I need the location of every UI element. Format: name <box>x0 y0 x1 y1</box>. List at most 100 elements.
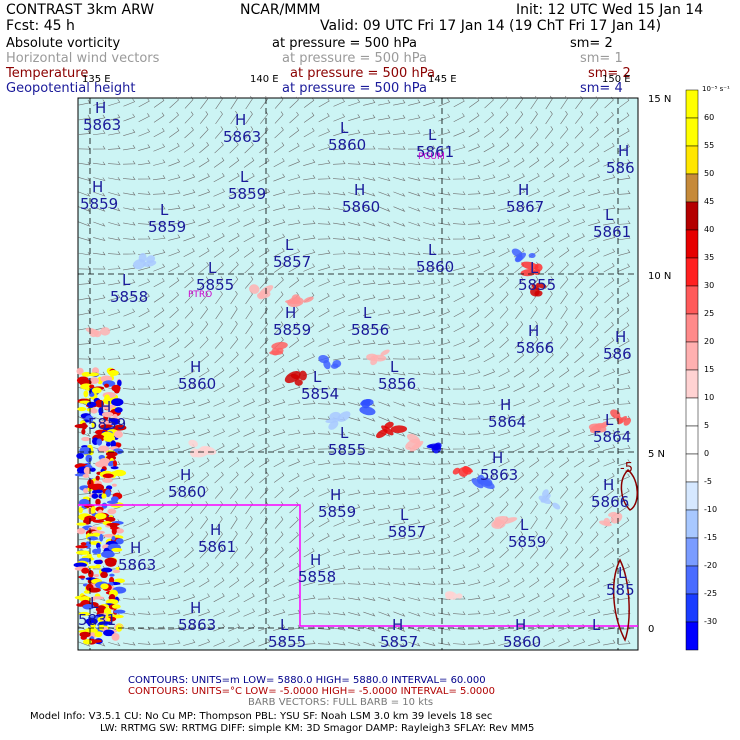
wind-barb <box>560 110 568 125</box>
wind-barb <box>559 471 569 484</box>
wind-barb <box>123 401 136 406</box>
wind-barb <box>483 562 495 573</box>
wind-barb <box>513 593 525 602</box>
wind-barb <box>438 339 451 346</box>
wind-barb <box>558 457 570 468</box>
wind-barb <box>332 176 346 180</box>
wind-barb <box>573 443 585 452</box>
wind-barb <box>258 638 271 647</box>
wind-barb <box>228 577 240 588</box>
wind-barb <box>303 459 316 466</box>
pressure-center-marker: L <box>160 201 169 219</box>
wind-barb <box>393 416 406 422</box>
wind-barb <box>107 355 121 360</box>
domain-boundary <box>78 504 638 627</box>
wind-barb <box>452 385 466 390</box>
wind-barb <box>528 218 540 227</box>
wind-barb <box>107 265 121 270</box>
wind-barb <box>213 172 225 183</box>
vorticity-patch <box>101 567 113 573</box>
colorbar-tick-label: -5 <box>704 477 712 486</box>
wind-barb <box>214 561 224 574</box>
wind-barb <box>603 158 616 167</box>
wind-barb <box>303 263 315 272</box>
height-value: 5863 <box>178 616 216 634</box>
pressure-center-marker: H <box>92 178 103 196</box>
wind-barb <box>559 486 569 499</box>
wind-barb <box>333 323 346 332</box>
wind-barb <box>378 461 391 466</box>
wind-barb <box>273 142 285 153</box>
wind-barb <box>468 595 481 601</box>
wind-barb <box>152 205 166 210</box>
wind-barb <box>78 251 91 256</box>
pressure-center-marker: H <box>500 396 511 414</box>
vorticity-patch <box>90 506 96 515</box>
wind-barb <box>363 324 376 331</box>
wind-barb <box>152 220 166 225</box>
wind-barb <box>543 398 555 407</box>
wind-barb <box>407 145 421 150</box>
wind-barb <box>544 141 554 154</box>
wind-barb <box>229 336 239 349</box>
wind-barb <box>333 518 345 527</box>
wind-barb <box>243 172 255 183</box>
height-value: 5863 <box>480 466 518 484</box>
wind-barb <box>363 251 376 256</box>
wind-barb <box>199 262 210 274</box>
wind-barb <box>573 233 585 242</box>
vorticity-patch <box>100 571 108 579</box>
wind-barb <box>363 130 376 136</box>
wind-barb <box>422 371 436 375</box>
wind-barb <box>408 114 421 121</box>
vorticity-patch <box>115 538 124 545</box>
wind-barb <box>393 206 406 212</box>
wind-barb <box>288 158 300 167</box>
wind-barb <box>604 111 614 124</box>
wind-barb <box>348 236 361 241</box>
wind-barb <box>243 428 255 437</box>
wind-barb <box>348 417 361 422</box>
wind-barb <box>378 641 391 647</box>
wind-barb <box>452 595 466 600</box>
vorticity-patch <box>88 570 94 578</box>
wind-barb <box>468 502 480 513</box>
wind-barb <box>123 474 136 481</box>
wind-barb <box>317 191 331 195</box>
wind-barb <box>303 337 315 348</box>
wind-barb <box>543 382 555 393</box>
vorticity-patch <box>76 603 85 607</box>
wind-barb <box>200 291 209 304</box>
wind-barb <box>108 206 121 212</box>
wind-barb <box>244 276 254 289</box>
wind-barb <box>92 265 106 270</box>
wind-barb <box>452 626 466 630</box>
wind-barb <box>588 189 601 196</box>
wind-barb <box>422 161 436 165</box>
wind-barb <box>302 205 316 210</box>
wind-barb <box>560 320 568 335</box>
wind-barb <box>468 369 481 376</box>
wind-barb <box>229 126 239 139</box>
wind-barb <box>618 532 630 543</box>
wind-barb <box>260 305 268 320</box>
vorticity-patch <box>112 413 118 418</box>
wind-barb <box>574 336 584 349</box>
wind-barb <box>348 518 361 527</box>
vorticity-patch <box>189 448 200 458</box>
wind-barb <box>604 487 615 498</box>
wind-barb <box>289 487 300 498</box>
wind-barb <box>574 471 584 484</box>
wind-barb <box>363 294 376 301</box>
wind-barb <box>214 261 224 274</box>
wind-barb <box>617 220 631 225</box>
wind-barb <box>603 609 616 616</box>
wind-barb <box>273 472 285 483</box>
wind-barb <box>274 126 284 139</box>
height-value: 5859 <box>508 533 546 551</box>
wind-barb <box>259 336 269 349</box>
wind-barb <box>348 339 361 346</box>
wind-barb <box>483 384 496 391</box>
wind-barb <box>317 175 331 180</box>
height-value: 5857 <box>388 523 426 541</box>
